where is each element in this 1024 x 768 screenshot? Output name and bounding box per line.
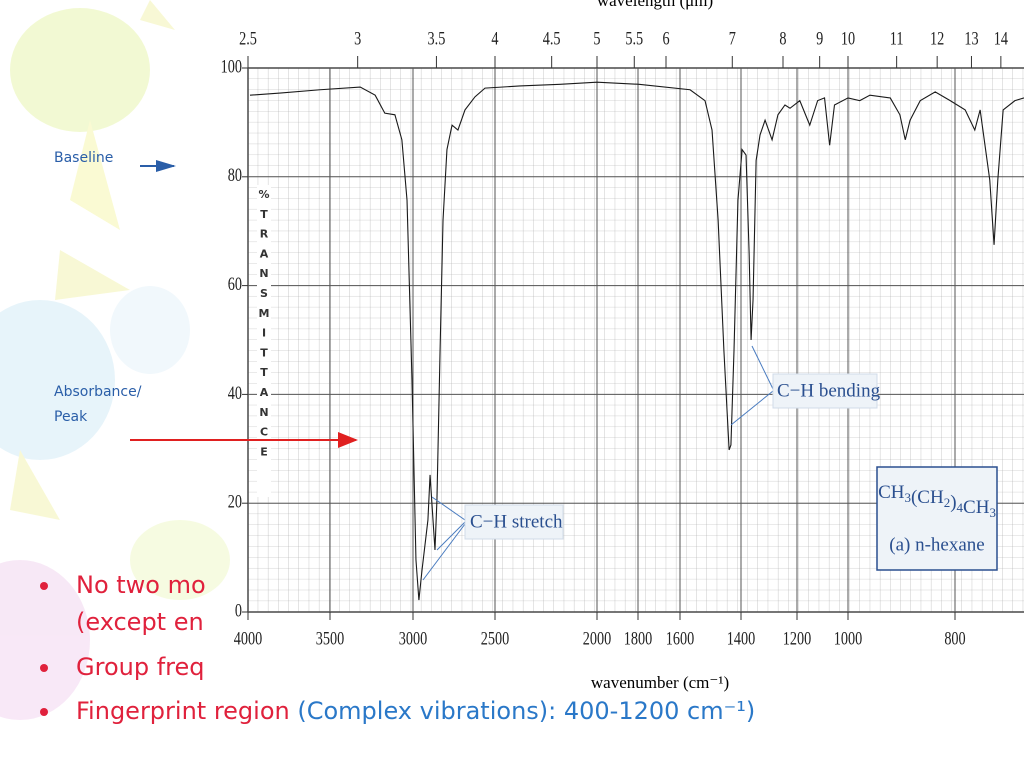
y-axis-title-letter: E — [260, 445, 268, 458]
x2-tick-label: 5.5 — [625, 27, 643, 48]
x-tick-label: 2500 — [481, 627, 509, 648]
y-axis-title-letter: I — [262, 327, 266, 340]
x2-tick-label: 2.5 — [239, 27, 257, 48]
bullet-list: No two mo (except en Group freq Fingerprint… — [40, 571, 755, 725]
background-decoration — [0, 0, 230, 720]
y-axis-title-letter: S — [260, 287, 268, 300]
x-tick-label: 1800 — [624, 627, 652, 648]
y-tick-label: 20 — [228, 491, 242, 512]
y-axis-title-letter: T — [260, 346, 268, 359]
formula-subscript: 3 — [904, 490, 911, 505]
bullet-dot — [40, 708, 48, 716]
x2-tick-label: 14 — [994, 27, 1009, 48]
bullet-run: (Complex vibrations): 400-1200 cm⁻¹) — [297, 697, 755, 725]
annotation: C−H stretch — [470, 511, 563, 532]
y-tick-label: 40 — [228, 382, 242, 403]
absorbance-label: Peak — [54, 409, 88, 425]
y-axis-title-letter: T — [260, 208, 268, 221]
compound-name: (a) n-hexane — [889, 534, 984, 555]
x2-tick-label: 3.5 — [428, 27, 446, 48]
baseline-label: Baseline — [54, 150, 113, 166]
y-tick-label: 80 — [228, 164, 242, 185]
absorbance-label: Absorbance/ — [54, 384, 142, 400]
y-axis-title-letter: N — [259, 406, 268, 419]
y-axis-title-letter: N — [259, 267, 268, 280]
x2-tick-label: 6 — [662, 27, 669, 48]
annotation-box — [464, 504, 564, 540]
formula-subscript: 2 — [944, 495, 951, 510]
x-tick-label: 800 — [944, 627, 965, 648]
y-axis-title-letter: T — [260, 366, 268, 379]
bullet-run: Group freq — [76, 653, 204, 681]
bending-callout — [730, 345, 774, 426]
x-tick-label: 1400 — [727, 627, 755, 648]
y-axis-title-letter: A — [260, 247, 269, 260]
x-axis-title: wavenumber (cm⁻¹) — [591, 673, 729, 692]
bullet-text: Fingerprint region (Complex vibrations):… — [76, 697, 755, 725]
x-tick-label: 2000 — [583, 627, 611, 648]
bullet-text: (except en — [76, 608, 204, 636]
axes: 0 20 40 60 80 100 4000 3500 3000 2500 2000 1800 1600… — [221, 27, 1009, 648]
bullet-run: Fingerprint region — [76, 697, 297, 725]
formula-subscript: 3 — [989, 505, 996, 520]
x2-tick-label: 8 — [779, 27, 786, 48]
annotation-box — [772, 373, 878, 409]
x-tick-label: 1000 — [834, 627, 862, 648]
x2-tick-label: 12 — [930, 27, 944, 48]
bullet-run: No two mo — [76, 571, 206, 599]
formula-part: CH — [963, 497, 990, 518]
y-axis-title-background — [257, 185, 271, 497]
chart: 0 20 40 60 80 100 4000 3500 3000 2500 2000 1800 1600… — [221, 0, 1024, 700]
x-tick-label: 3000 — [399, 627, 427, 648]
y-axis-title-letter: A — [260, 386, 269, 399]
spectrum-line — [249, 81, 1024, 601]
bullet-text: No two mo — [76, 571, 206, 599]
y-tick-label: 100 — [221, 55, 242, 76]
x-axis-title-background — [590, 666, 730, 700]
x-tick-label: 1200 — [783, 627, 811, 648]
x2-tick-label: 13 — [964, 27, 978, 48]
x2-tick-label: 10 — [841, 27, 855, 48]
grid — [247, 67, 1024, 613]
y-axis-title: % T R A N S M I T T A N C E — [258, 188, 269, 458]
formula-subscript: 4 — [957, 500, 964, 515]
formula-part: (CH — [911, 487, 944, 508]
y-axis-title-letter: % — [258, 188, 269, 201]
stretch-callout — [422, 496, 466, 581]
y-axis-title-letter: C — [260, 426, 268, 439]
bullet-dot — [40, 664, 48, 672]
compound-formula: CH3(CH2)4CH3 — [878, 482, 996, 520]
plot-area — [249, 81, 1024, 601]
y-axis-title-letter: R — [260, 228, 269, 241]
x-tick-label: 1600 — [666, 627, 694, 648]
x2-tick-label: 11 — [890, 27, 904, 48]
formula-part: ) — [950, 492, 956, 513]
annotation: C−H bending — [777, 380, 881, 401]
x2-axis-title: wavelength (μm) — [597, 0, 713, 10]
bullet-run: (except en — [76, 608, 204, 636]
compound-box — [876, 466, 998, 571]
x-tick-label: 4000 — [234, 627, 262, 648]
formula-part: CH — [878, 482, 905, 503]
bullet-dot — [40, 582, 48, 590]
x-tick-label: 3500 — [316, 627, 344, 648]
y-tick-label: 60 — [228, 273, 242, 294]
x2-tick-label: 4.5 — [543, 27, 561, 48]
x2-tick-label: 9 — [816, 27, 823, 48]
x2-tick-label: 3 — [354, 27, 361, 48]
x2-tick-label: 4 — [491, 27, 499, 48]
y-tick-label: 0 — [235, 599, 242, 620]
y-axis-title-letter: M — [259, 307, 270, 320]
bullet-text: Group freq — [76, 653, 204, 681]
x2-tick-label: 5 — [593, 27, 600, 48]
x2-tick-label: 7 — [729, 27, 736, 48]
